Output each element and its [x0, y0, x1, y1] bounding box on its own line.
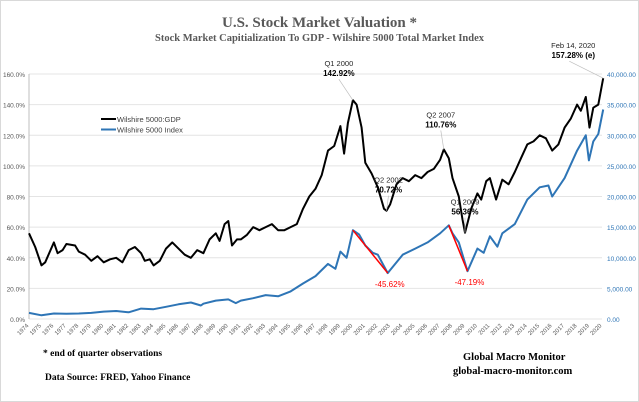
x-tick-label: 1992 [241, 323, 255, 337]
x-tick-label: 1995 [278, 323, 292, 337]
x-tick-label: 2016 [540, 323, 554, 337]
x-tick-label: 1984 [141, 323, 155, 337]
x-tick-label: 2003 [378, 323, 392, 337]
chart-title: U.S. Stock Market Valuation * [221, 15, 418, 31]
x-tick-label: 1980 [91, 323, 105, 337]
brand-name: Global Macro Monitor [463, 352, 566, 363]
x-tick-label: 1981 [104, 323, 118, 337]
x-tick-label: 1997 [303, 323, 317, 337]
annotation-value: 56.36% [451, 208, 478, 217]
y-left-tick-label: 0.0% [10, 317, 25, 324]
x-tick-label: 1979 [79, 323, 93, 337]
y-right-tick-label: 40,000.00 [607, 72, 636, 79]
annotation-leader [440, 130, 445, 150]
x-tick-label: 1991 [228, 323, 242, 337]
y-right-tick-label: 10,000.00 [607, 256, 636, 263]
y-right-tick-label: 20,000.00 [607, 195, 636, 202]
x-tick-label: 1976 [42, 323, 56, 337]
x-tick-label: 2011 [478, 323, 492, 337]
y-right-tick-label: 25,000.00 [607, 164, 636, 171]
y-left-tick-label: 20.0% [7, 286, 26, 293]
y-right-tick-label: 30,000.00 [607, 133, 636, 140]
x-tick-label: 2004 [390, 323, 404, 337]
x-tick-label: 2005 [403, 323, 417, 337]
x-tick-label: 1978 [67, 323, 81, 337]
annotation-period: Q2 2007 [426, 110, 455, 119]
x-tick-label: 1999 [328, 323, 342, 337]
x-tick-label: 2006 [415, 323, 429, 337]
brand-site: global-macro-monitor.com [453, 366, 573, 377]
annotation-period: Q2 2002 [374, 176, 403, 185]
x-tick-label: 1996 [291, 323, 305, 337]
x-tick-label: 2008 [440, 323, 454, 337]
annotation-period: Feb 14, 2020 [551, 41, 595, 50]
x-tick-label: 1975 [29, 323, 43, 337]
x-tick-label: 2007 [428, 323, 442, 337]
series-line-index [28, 109, 605, 317]
annotation-leader [338, 78, 354, 101]
x-tick-label: 1989 [204, 323, 218, 337]
annotation-value: 157.28% (e) [551, 51, 595, 60]
x-tick-label: 2012 [490, 323, 504, 337]
y-left-tick-label: 160.0% [3, 72, 25, 79]
x-tick-label: 1993 [253, 323, 267, 337]
drawdown-label: -47.19% [455, 278, 485, 287]
x-tick-label: 2014 [515, 323, 529, 337]
x-tick-label: 2019 [577, 323, 591, 337]
y-right-tick-label: 15,000.00 [607, 225, 636, 232]
x-tick-label: 2018 [565, 323, 579, 337]
series-line-ratio [28, 78, 605, 267]
y-right-tick-label: 0.00 [607, 317, 620, 324]
annotation-value: 142.92% [323, 69, 355, 78]
annotation-value: 110.76% [425, 120, 456, 129]
annotation-leader [386, 195, 389, 211]
x-tick-label: 2010 [465, 323, 479, 337]
y-left-tick-label: 100.0% [3, 164, 25, 171]
x-tick-label: 2002 [366, 323, 380, 337]
annotation-value: 70.72% [375, 186, 402, 195]
x-tick-label: 1994 [266, 323, 280, 337]
x-tick-label: 2015 [527, 323, 541, 337]
y-left-tick-label: 60.0% [7, 225, 26, 232]
y-left-tick-label: 40.0% [7, 256, 26, 263]
y-left-tick-label: 120.0% [3, 133, 25, 140]
annotation-leader [569, 60, 604, 79]
annotation-period: Q1 2009 [451, 198, 480, 207]
data-source: Data Source: FRED, Yahoo Finance [45, 373, 191, 383]
legend-label: Wilshire 5000 Index [117, 126, 183, 135]
annotation-period: Q1 2000 [324, 59, 353, 68]
x-tick-label: 1986 [166, 323, 180, 337]
chart-svg: 0.0% 20.0% 40.0% 60.0% 80.0% 100.0% 120.0% 140.… [3, 41, 636, 337]
x-tick-label: 1983 [129, 323, 143, 337]
x-tick-label: 1974 [17, 323, 31, 337]
drawdown-line [448, 225, 469, 272]
x-tick-label: 1998 [316, 323, 330, 337]
x-tick-label: 1982 [116, 323, 130, 337]
drawdown-line [352, 229, 389, 274]
x-tick-label: 1987 [179, 323, 193, 337]
footnote: * end of quarter observations [43, 349, 163, 359]
x-tick-label: 2000 [341, 323, 355, 337]
y-left-tick-label: 140.0% [3, 103, 25, 110]
x-tick-label: 2017 [552, 323, 566, 337]
chart-subtitle: Stock Market Capitialization To GDP - Wi… [154, 33, 485, 44]
x-tick-label: 1977 [54, 323, 68, 337]
x-tick-label: 2013 [503, 323, 517, 337]
x-tick-label: 2020 [590, 323, 604, 337]
x-tick-label: 1988 [191, 323, 205, 337]
y-right-tick-label: 35,000.00 [607, 103, 636, 110]
drawdown-label: -45.62% [375, 280, 405, 289]
y-right-tick-label: 5,000.00 [607, 286, 633, 293]
y-left-tick-label: 80.0% [7, 195, 26, 202]
legend-label: Wilshire 5000:GDP [117, 115, 181, 124]
x-tick-label: 2009 [453, 323, 467, 337]
x-tick-label: 2001 [353, 323, 367, 337]
x-tick-label: 1985 [154, 323, 168, 337]
x-tick-label: 1990 [216, 323, 230, 337]
